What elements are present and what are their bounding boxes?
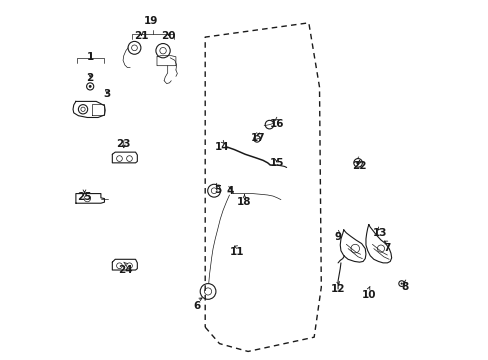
Text: 24: 24 bbox=[119, 265, 133, 275]
Text: 10: 10 bbox=[361, 290, 375, 300]
Text: 7: 7 bbox=[383, 243, 390, 253]
Text: 4: 4 bbox=[226, 186, 233, 197]
Text: 18: 18 bbox=[237, 197, 251, 207]
Text: 6: 6 bbox=[193, 301, 201, 311]
Text: 9: 9 bbox=[334, 232, 341, 242]
Text: 12: 12 bbox=[330, 284, 345, 294]
Text: 20: 20 bbox=[161, 31, 176, 41]
Text: 14: 14 bbox=[215, 142, 229, 152]
Text: 13: 13 bbox=[372, 228, 386, 238]
Text: 19: 19 bbox=[143, 16, 158, 26]
Text: 22: 22 bbox=[351, 161, 366, 171]
Text: 17: 17 bbox=[250, 133, 265, 143]
Text: 21: 21 bbox=[134, 31, 148, 41]
Circle shape bbox=[88, 85, 91, 88]
Text: 16: 16 bbox=[269, 118, 284, 129]
Text: 3: 3 bbox=[103, 89, 110, 99]
Text: 1: 1 bbox=[87, 52, 94, 62]
Text: 23: 23 bbox=[116, 139, 131, 149]
Text: 2: 2 bbox=[86, 73, 94, 83]
Text: 25: 25 bbox=[77, 192, 92, 202]
Text: 11: 11 bbox=[230, 247, 244, 257]
Text: 8: 8 bbox=[401, 282, 408, 292]
Text: 5: 5 bbox=[214, 185, 221, 195]
Circle shape bbox=[356, 161, 359, 165]
Circle shape bbox=[400, 283, 402, 285]
Text: 15: 15 bbox=[269, 158, 284, 168]
